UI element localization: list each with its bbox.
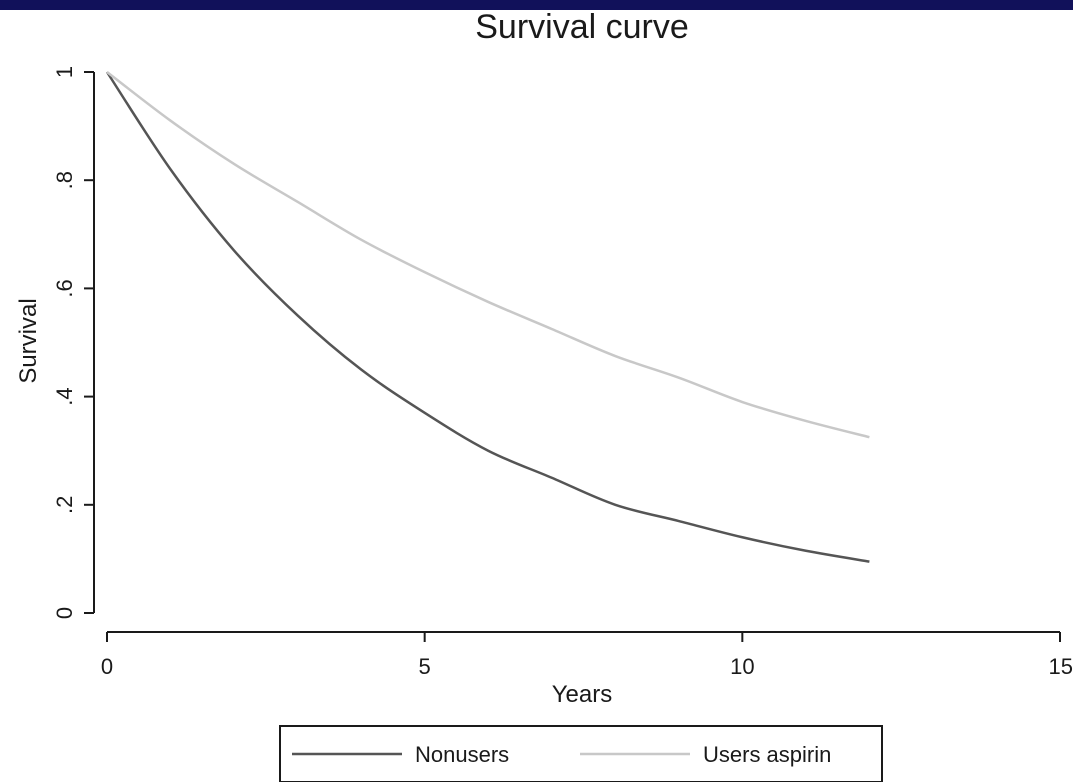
x-axis-label: Years <box>552 681 613 708</box>
x-tick-label: 5 <box>419 654 431 679</box>
y-tick-label: .8 <box>52 171 77 189</box>
x-tick-label: 0 <box>101 654 113 679</box>
axes: 0.2.4.6.810 5 10 15 <box>52 66 1073 679</box>
chart-title: Survival curve <box>475 8 689 46</box>
legend: Nonusers Users aspirin <box>279 725 883 782</box>
y-axis-label: Survival <box>15 298 42 383</box>
y-tick-label: 1 <box>52 66 77 78</box>
y-tick-label: .6 <box>52 279 77 297</box>
series-line-nonusers <box>105 71 870 563</box>
series-line-users-aspirin <box>106 71 870 439</box>
x-tick-label: 10 <box>730 654 754 679</box>
top-banner <box>0 0 1073 10</box>
y-tick-label: .4 <box>52 387 77 405</box>
legend-label: Nonusers <box>415 742 509 767</box>
legend-label: Users aspirin <box>703 742 831 767</box>
y-tick-label: .2 <box>52 496 77 514</box>
y-tick-label: 0 <box>52 607 77 619</box>
series-layer <box>105 71 870 563</box>
x-tick-label: 15 <box>1049 654 1073 679</box>
